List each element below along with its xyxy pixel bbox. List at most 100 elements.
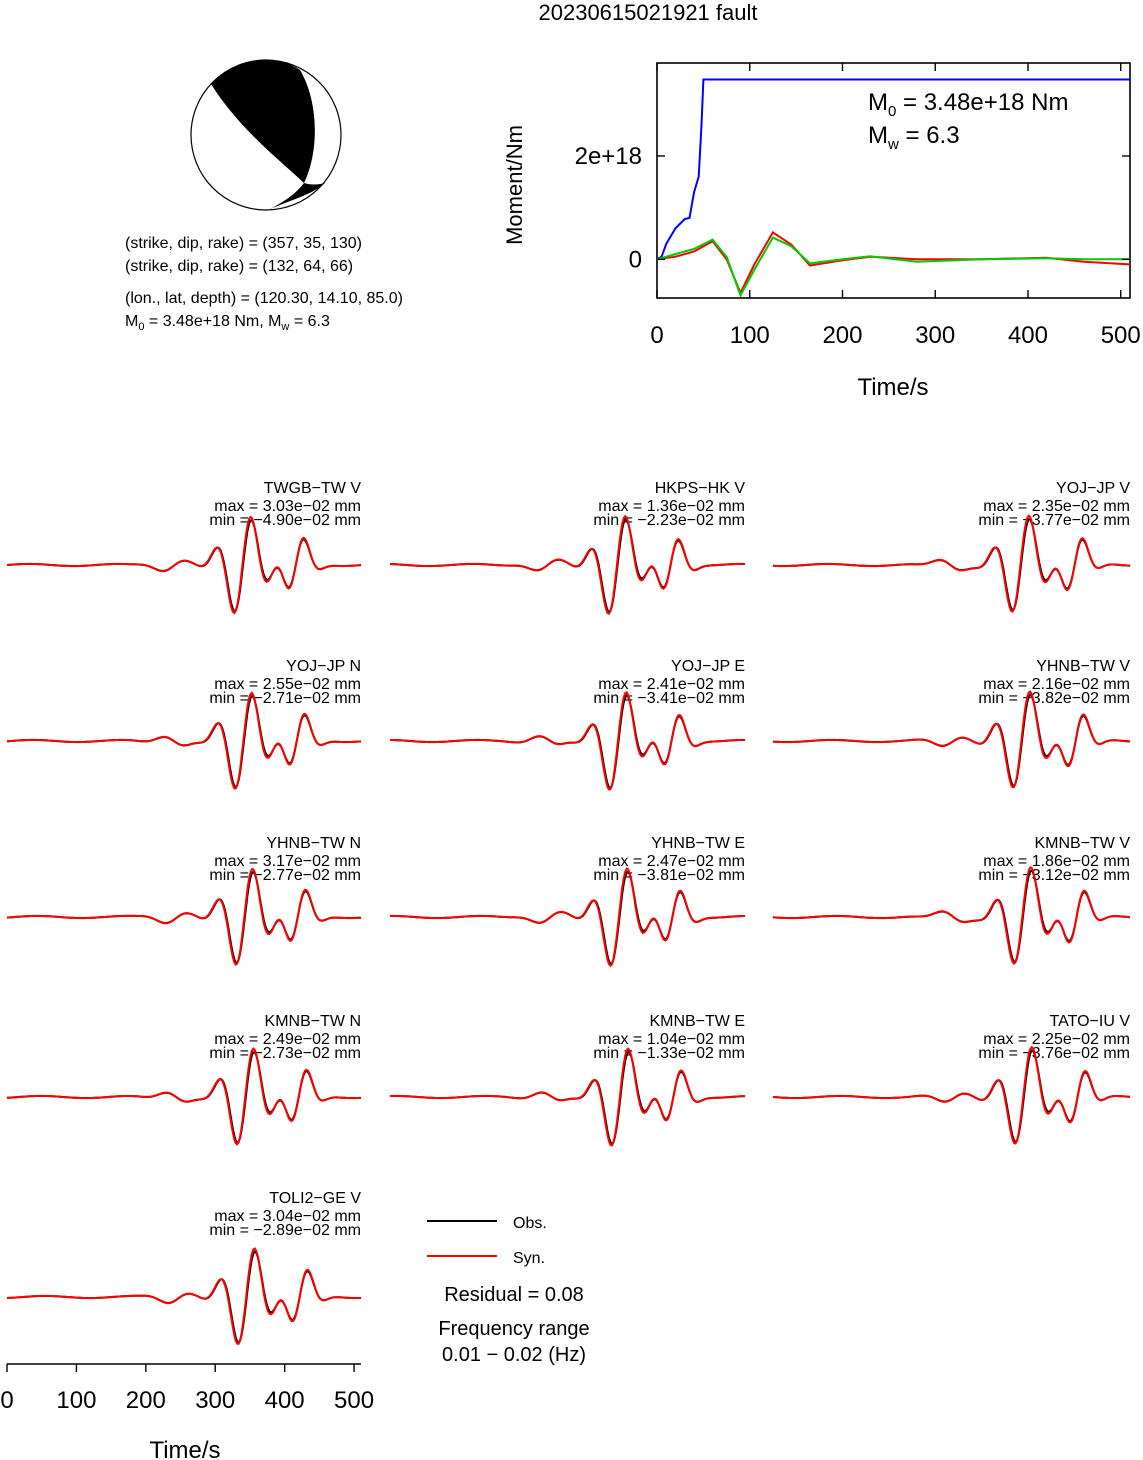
station-min: min = −2.71e−02 mm [209, 690, 361, 707]
station-min: min = −3.41e−02 mm [593, 690, 745, 707]
station-min: min = −2.89e−02 mm [209, 1222, 361, 1239]
moment-xtick-label: 0 [650, 322, 663, 349]
station-min: min = −2.77e−02 mm [209, 867, 361, 884]
station-min: min = −3.77e−02 mm [978, 512, 1130, 529]
station-name: YHNB−TW E [651, 835, 745, 852]
synthetic-waveform [389, 514, 745, 616]
synthetic-waveform [6, 1047, 362, 1146]
station-name: KMNB−TW N [265, 1013, 361, 1030]
station-name: YOJ−JP V [1056, 480, 1130, 497]
info-line-2: (strike, dip, rake) = (132, 64, 66) [125, 258, 353, 275]
synthetic-waveform [390, 867, 746, 968]
station-name: TATO−IU V [1050, 1013, 1131, 1030]
station-max: max = 3.04e−02 mm [214, 1208, 361, 1225]
station-max: max = 2.41e−02 mm [598, 676, 745, 693]
station-name: TOLI2−GE V [269, 1190, 361, 1207]
station-max: max = 1.04e−02 mm [598, 1031, 745, 1048]
synthetic-waveform [772, 1045, 1131, 1145]
legend-syn-label: Syn. [513, 1250, 545, 1267]
residual-label: Residual = 0.08 [444, 1284, 584, 1306]
waveform-xticks: 0 100 200 300 400 500 [0, 1364, 374, 1414]
moment-ytick-label: 2e+18 [575, 143, 642, 170]
station-name: YOJ−JP E [671, 658, 745, 675]
station-min: min = −3.81e−02 mm [593, 867, 745, 884]
moment-plot-frame [656, 62, 1131, 299]
frequency-range: 0.01 − 0.02 (Hz) [442, 1344, 586, 1366]
synthetic-waveform [772, 866, 1131, 966]
waveform-xtick-label: 400 [265, 1387, 305, 1414]
station-name: TWGB−TW V [264, 480, 362, 497]
moment-xtick-label: 100 [730, 322, 770, 349]
synthetic-waveform [6, 868, 362, 966]
frequency-label: Frequency range [438, 1318, 589, 1340]
station-min: min = −3.12e−02 mm [978, 867, 1130, 884]
station-max: max = 3.03e−02 mm [214, 498, 361, 515]
synthetic-waveform [6, 691, 362, 790]
synthetic-waveform [6, 515, 362, 615]
station-min: min = −1.33e−02 mm [593, 1045, 745, 1062]
legend-obs-label: Obs. [513, 1215, 547, 1232]
station-max: max = 2.25e−02 mm [983, 1031, 1130, 1048]
moment-xtick-label: 500 [1101, 322, 1141, 349]
station-name: YHNB−TW V [1036, 658, 1130, 675]
station-max: max = 2.35e−02 mm [983, 498, 1130, 515]
moment-annotation-mw: Mw = 6.3 [868, 122, 960, 153]
station-max: max = 1.36e−02 mm [598, 498, 745, 515]
moment-xtick-label: 200 [822, 322, 862, 349]
synthetic-waveform [390, 1047, 745, 1147]
synthetic-waveform [390, 691, 745, 791]
moment-xlabel: Time/s [857, 374, 928, 401]
legend: Obs. Syn. Residual = 0.08 Frequency rang… [427, 1215, 590, 1366]
synthetic-waveform [772, 690, 1131, 789]
synthetic-waveform [6, 1247, 362, 1345]
source-info: (strike, dip, rake) = (357, 35, 130) (st… [125, 235, 403, 333]
moment-series-line-2 [656, 236, 1130, 298]
station-min: min = −3.76e−02 mm [978, 1045, 1130, 1062]
station-name: KMNB−TW V [1034, 835, 1130, 852]
moment-annotation-m0: M0 = 3.48e+18 Nm [868, 89, 1068, 120]
moment-xtick-label: 400 [1008, 322, 1048, 349]
moment-series-line-0 [656, 78, 1130, 261]
moment-plot: 0 100 200 300 400 500 0 2e+18 Moment/Nm Time/s… [502, 62, 1141, 401]
station-name: YOJ−JP N [286, 658, 361, 675]
station-min: min = −2.73e−02 mm [209, 1045, 361, 1062]
station-min: min = −3.82e−02 mm [978, 690, 1130, 707]
waveform-xtick-label: 200 [126, 1387, 166, 1414]
waveform-xtick-label: 0 [0, 1387, 13, 1414]
figure-title: 20230615021921 fault [539, 0, 758, 25]
station-name: KMNB−TW E [649, 1013, 745, 1030]
info-line-1: (strike, dip, rake) = (357, 35, 130) [125, 235, 362, 252]
station-max: max = 3.17e−02 mm [214, 853, 361, 870]
station-max: max = 2.47e−02 mm [598, 853, 745, 870]
station-max: max = 2.55e−02 mm [214, 676, 361, 693]
waveform-time-axis: 0 100 200 300 400 500 Time/s [0, 1363, 374, 1460]
beachball-lower-quadrant [268, 183, 325, 210]
station-max: max = 2.16e−02 mm [983, 676, 1130, 693]
waveform-xtick-label: 500 [334, 1387, 374, 1414]
moment-yticks: 0 2e+18 [575, 143, 1130, 273]
waveform-xtick-label: 100 [56, 1387, 96, 1414]
station-max: max = 2.49e−02 mm [214, 1031, 361, 1048]
moment-xtick-label: 300 [915, 322, 955, 349]
info-line-3: (lon., lat, depth) = (120.30, 14.10, 85.… [125, 290, 403, 307]
moment-xticks: 0 100 200 300 400 500 [650, 63, 1141, 349]
moment-ytick-label: 0 [629, 246, 642, 273]
station-name: HKPS−HK V [655, 480, 746, 497]
moment-ylabel: Moment/Nm [502, 125, 527, 245]
station-max: max = 1.86e−02 mm [983, 853, 1130, 870]
station-name: YHNB−TW N [266, 835, 361, 852]
